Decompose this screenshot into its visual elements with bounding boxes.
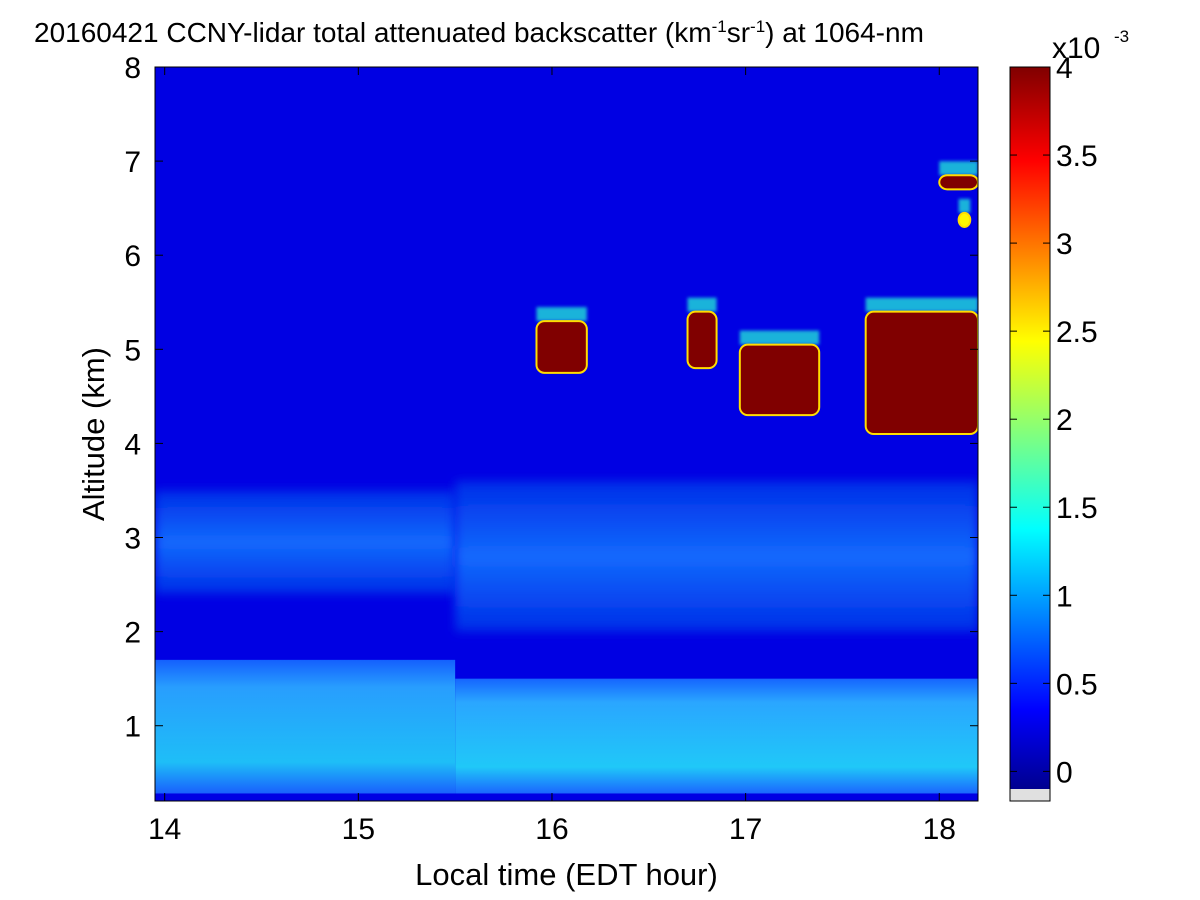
colorbar-missing-swatch bbox=[1010, 789, 1050, 801]
y-tick-label: 7 bbox=[124, 146, 141, 179]
colorbar-tick-label: 0.5 bbox=[1056, 668, 1098, 701]
cloud-layer bbox=[864, 310, 978, 435]
y-tick-label: 2 bbox=[124, 617, 141, 650]
colorbar-tick-label: 1 bbox=[1056, 580, 1073, 613]
cloud-halo bbox=[939, 161, 978, 176]
cloud-layer bbox=[535, 320, 588, 374]
colorbar-tick-label: 2.5 bbox=[1056, 316, 1098, 349]
x-axis-label: Local time (EDT hour) bbox=[415, 857, 718, 892]
heatmap-layers bbox=[155, 161, 978, 801]
colorbar-tick-label: 3 bbox=[1056, 228, 1073, 261]
y-tick-label: 1 bbox=[124, 711, 141, 744]
colorbar-ticks: 0 0.5 1 1.5 2 2.5 3 3.5 4 bbox=[1010, 52, 1098, 789]
y-tick-label: 6 bbox=[124, 240, 141, 273]
colorbar-exponent-power: -3 bbox=[1114, 27, 1129, 46]
x-tick-label: 14 bbox=[148, 813, 181, 846]
residual-aerosol-layer bbox=[455, 481, 978, 632]
cloud-layer bbox=[738, 343, 821, 417]
y-axis-label: Altitude (km) bbox=[76, 347, 111, 521]
x-tick-label: 16 bbox=[535, 813, 568, 846]
x-tick-label: 18 bbox=[923, 813, 956, 846]
residual-aerosol-layer bbox=[155, 490, 456, 594]
colorbar-gradient bbox=[1010, 67, 1050, 789]
colorbar-tick-label: 1.5 bbox=[1056, 492, 1098, 525]
cloud-layer bbox=[957, 211, 972, 228]
y-tick-label: 3 bbox=[124, 523, 141, 556]
cloud-halo bbox=[865, 297, 978, 312]
cloud-layer bbox=[686, 310, 718, 370]
cloud-halo bbox=[536, 307, 587, 322]
x-tick-label: 15 bbox=[342, 813, 375, 846]
y-tick-label: 4 bbox=[124, 428, 141, 461]
surface-aerosol-layer bbox=[155, 659, 456, 797]
cloud-halo bbox=[739, 330, 820, 345]
cloud-halo bbox=[958, 198, 971, 213]
cloud-layer bbox=[938, 174, 978, 191]
colorbar-tick-label: 0 bbox=[1056, 756, 1073, 789]
y-tick-label: 8 bbox=[124, 52, 141, 85]
surface-aerosol-layer bbox=[455, 678, 978, 797]
plot-area bbox=[155, 67, 978, 801]
y-axis: 1 2 3 4 5 6 7 8 bbox=[124, 52, 978, 744]
colorbar-tick-label: 4 bbox=[1056, 52, 1073, 85]
plot-frame bbox=[154, 66, 979, 802]
cloud-halo bbox=[687, 297, 717, 312]
colorbar-tick-label: 2 bbox=[1056, 404, 1073, 437]
ground-strip bbox=[155, 793, 978, 801]
colorbar: 0 0.5 1 1.5 2 2.5 3 3.5 4 x10 -3 bbox=[1009, 27, 1129, 802]
colorbar-tick-label: 3.5 bbox=[1056, 140, 1098, 173]
x-axis: 14 15 16 17 18 bbox=[148, 67, 956, 846]
x-tick-label: 17 bbox=[729, 813, 762, 846]
chart-title: 20160421 CCNY-lidar total attenuated bac… bbox=[34, 17, 924, 48]
y-tick-label: 5 bbox=[124, 334, 141, 367]
colorbar-exponent-base: x10 bbox=[1052, 32, 1100, 65]
colorbar-frame bbox=[1009, 66, 1051, 802]
